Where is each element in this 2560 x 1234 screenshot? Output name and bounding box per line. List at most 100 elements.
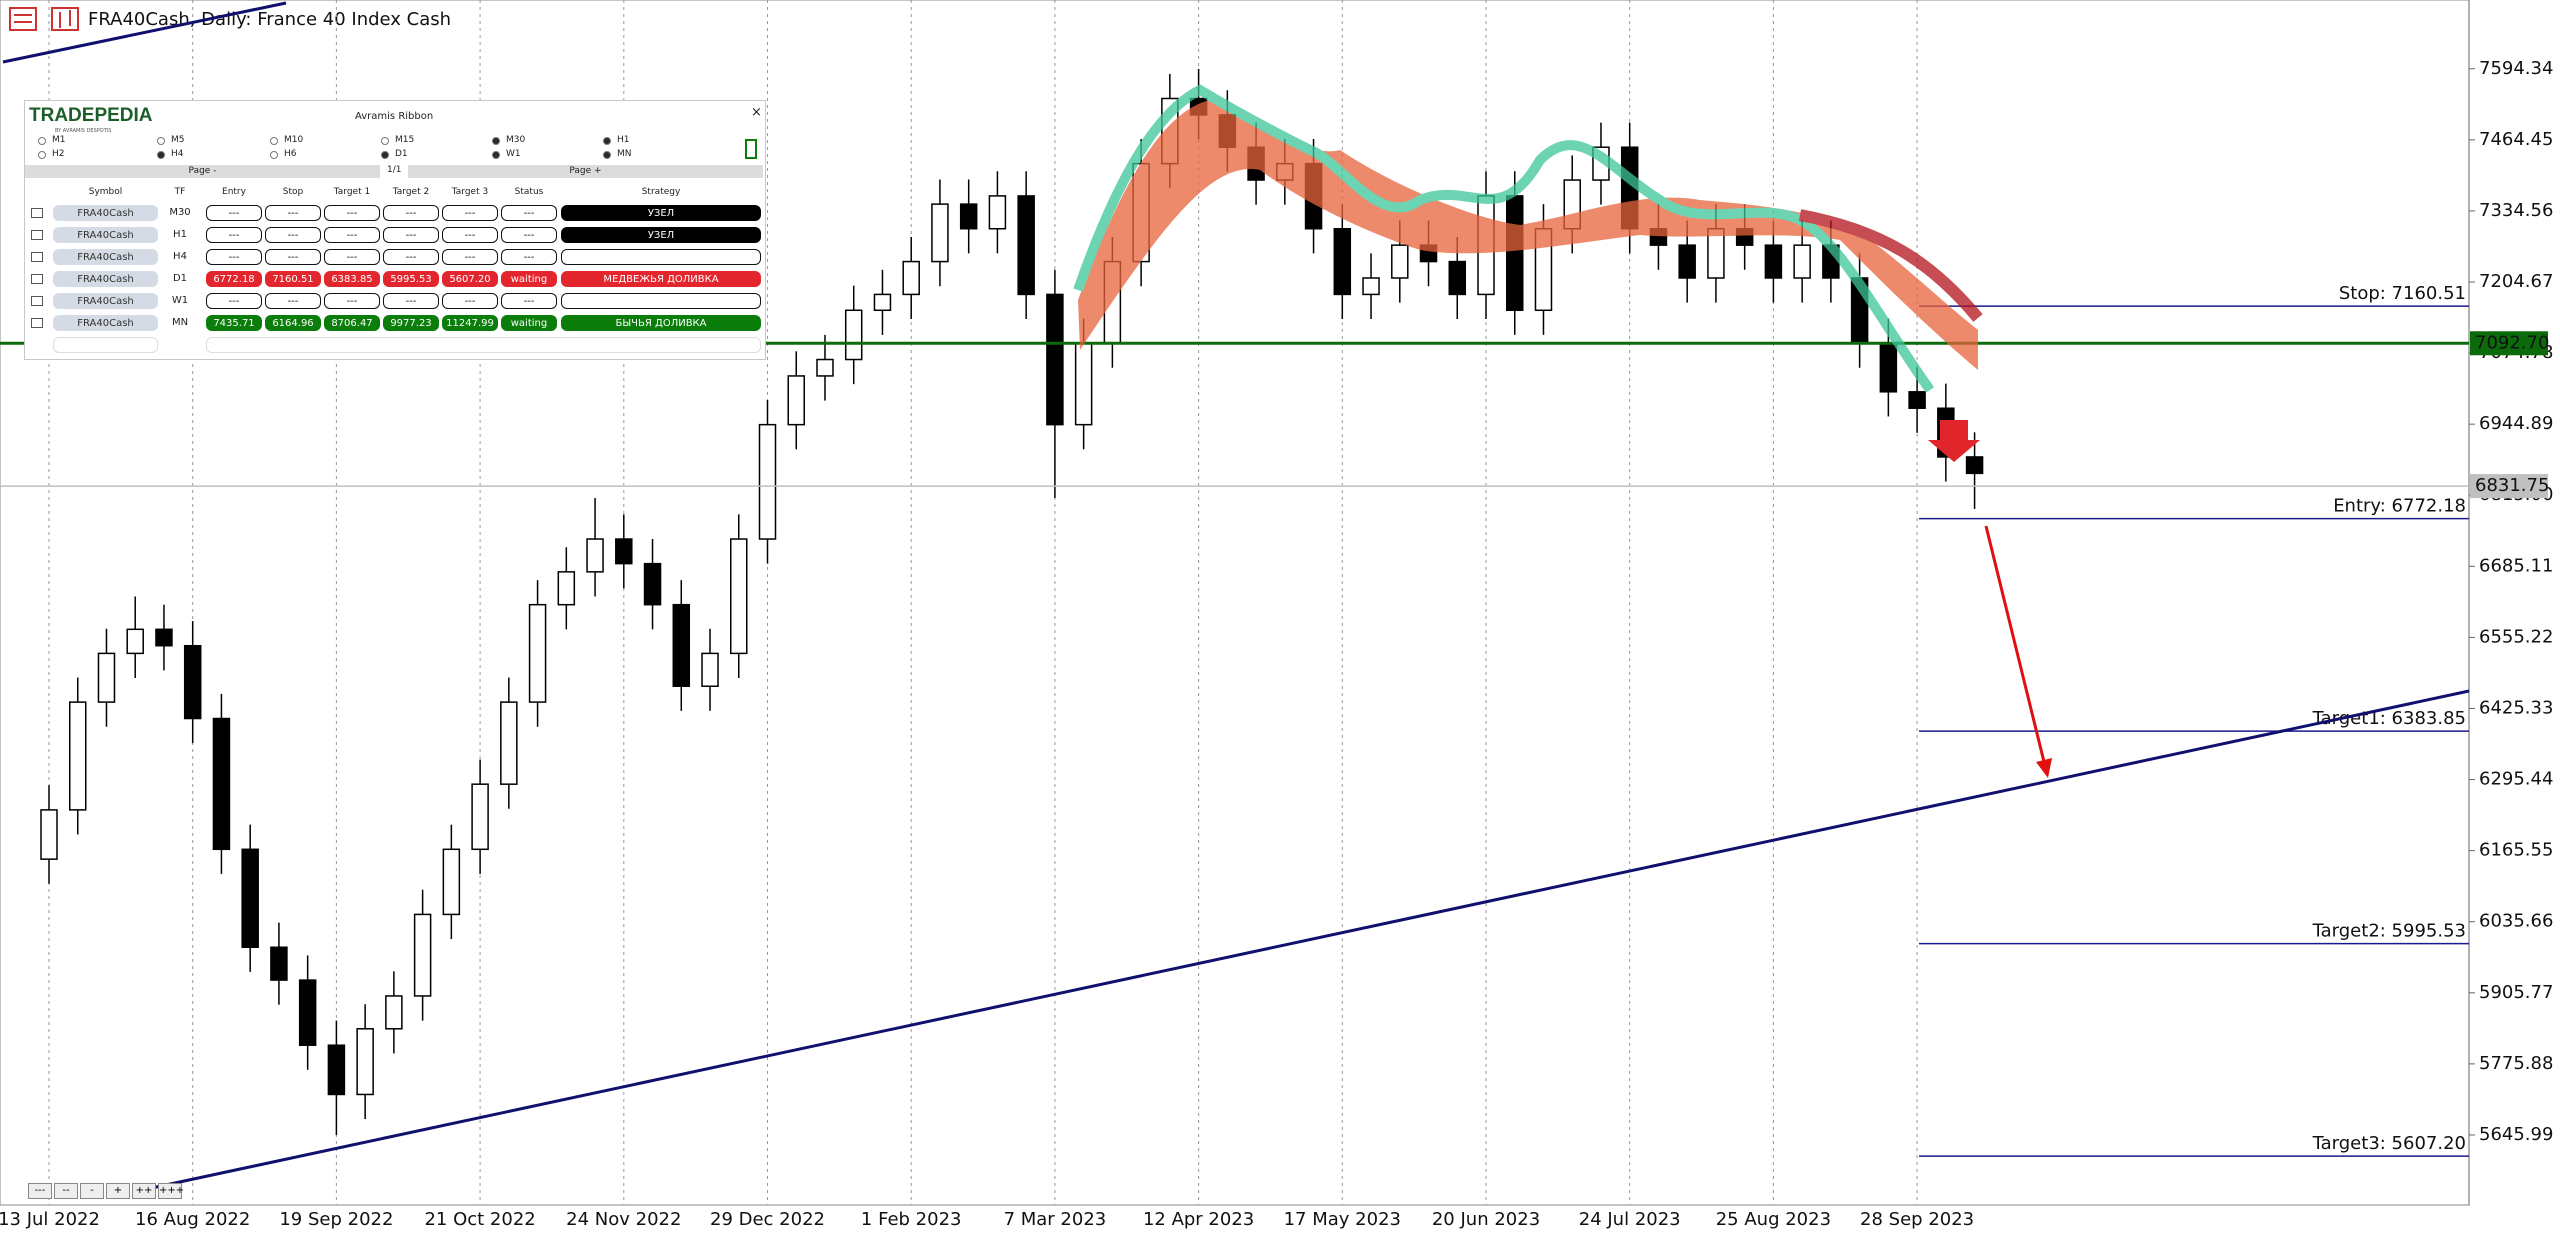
- tf-cell: H4: [173, 251, 187, 262]
- y-tick-label: 6035.66: [2479, 911, 2553, 932]
- y-tick-label: 6295.44: [2479, 769, 2553, 790]
- value-cell: ---: [265, 249, 321, 265]
- zoom-button[interactable]: ++: [132, 1183, 156, 1199]
- candle-body: [1391, 244, 1409, 279]
- value-cell: ---: [383, 293, 439, 309]
- zoom-button[interactable]: +: [106, 1183, 130, 1199]
- candle-body: [1017, 195, 1035, 296]
- horizontal-line-label: 7092.70: [2475, 332, 2549, 353]
- strategy-cell: УЗЕЛ: [561, 227, 761, 243]
- value-cell: 8706.47: [324, 315, 380, 331]
- candle-body: [327, 1044, 346, 1096]
- candle-body: [183, 644, 202, 720]
- timeframe-radio[interactable]: [381, 137, 389, 145]
- close-button[interactable]: ×: [751, 105, 762, 120]
- x-tick-label: 12 Apr 2023: [1143, 1209, 1254, 1230]
- x-tick-label: 29 Dec 2022: [710, 1209, 825, 1230]
- timeframe-radio[interactable]: [603, 137, 611, 145]
- page-prev-button[interactable]: Page -: [25, 165, 380, 178]
- table-header: Target 2: [392, 187, 430, 197]
- level-label: Target2: 5995.53: [2312, 921, 2466, 942]
- x-tick-label: 20 Jun 2023: [1432, 1209, 1540, 1230]
- y-tick-label: 6685.11: [2479, 555, 2553, 576]
- chart-icon[interactable]: [51, 7, 79, 31]
- row-icon[interactable]: [31, 274, 43, 284]
- candle-body: [873, 293, 892, 312]
- candle-body: [442, 848, 461, 916]
- y-tick-label: 5645.99: [2479, 1124, 2553, 1145]
- y-tick-label: 7204.67: [2479, 271, 2553, 292]
- candle-body: [97, 652, 116, 703]
- x-tick-label: 13 Jul 2022: [0, 1209, 100, 1230]
- candle-body: [1448, 260, 1467, 296]
- row-icon[interactable]: [31, 296, 43, 306]
- timeframe-radio[interactable]: [38, 151, 46, 159]
- candle-body: [413, 913, 432, 997]
- candle-body: [844, 309, 863, 361]
- candle-body: [816, 358, 834, 377]
- timeframe-radio[interactable]: [270, 151, 278, 159]
- timeframe-radio[interactable]: [38, 137, 46, 145]
- empty-row: [53, 337, 158, 353]
- x-tick-label: 28 Sep 2023: [1860, 1209, 1974, 1230]
- symbol-cell: FRA40Cash: [53, 293, 158, 309]
- row-icon[interactable]: [31, 230, 43, 240]
- value-cell: ---: [442, 249, 498, 265]
- timeframe-radio[interactable]: [270, 137, 278, 145]
- value-cell: 7160.51: [265, 271, 321, 287]
- ribbon-line: [1798, 209, 1983, 322]
- candle-body: [1965, 456, 1984, 475]
- candle-body: [126, 628, 144, 655]
- row-icon[interactable]: [31, 318, 43, 328]
- level-label: Entry: 6772.18: [2333, 496, 2466, 517]
- x-tick-label: 25 Aug 2023: [1716, 1209, 1831, 1230]
- strategy-cell: [561, 293, 761, 309]
- candle-body: [672, 603, 691, 687]
- symbol-cell: FRA40Cash: [53, 227, 158, 243]
- value-cell: 6772.18: [206, 271, 262, 287]
- table-header: Symbol: [88, 187, 123, 197]
- trendline: [2, 1, 287, 64]
- zoom-button[interactable]: --: [54, 1183, 78, 1199]
- candle-body: [528, 603, 547, 703]
- zoom-button[interactable]: -: [80, 1183, 104, 1199]
- candle-body: [270, 946, 288, 981]
- value-cell: ---: [324, 227, 380, 243]
- timeframe-radio[interactable]: [603, 151, 611, 159]
- timeframe-label: MN: [617, 149, 632, 159]
- trendline: [146, 689, 2470, 1191]
- candle-body: [902, 260, 920, 296]
- timeframe-label: H6: [284, 149, 297, 159]
- tf-cell: MN: [171, 317, 189, 328]
- tf-cell: D1: [172, 273, 188, 284]
- empty-row: [206, 337, 761, 353]
- row-icon[interactable]: [31, 252, 43, 262]
- horizontal-line-box: [2470, 331, 2548, 356]
- candle-body: [959, 203, 978, 230]
- candle-body: [1362, 277, 1380, 296]
- candle-body: [1046, 293, 1064, 426]
- x-tick-label: 1 Feb 2023: [861, 1209, 962, 1230]
- timeframe-radio[interactable]: [157, 137, 165, 145]
- table-header: Target 1: [333, 187, 371, 197]
- timeframe-radio[interactable]: [157, 151, 165, 159]
- strategy-cell: УЗЕЛ: [561, 205, 761, 221]
- candle-body: [500, 701, 518, 785]
- page-next-button[interactable]: Page +: [408, 165, 763, 178]
- candle-body: [1764, 244, 1783, 279]
- timeframe-radio[interactable]: [492, 137, 500, 145]
- candle-body: [758, 423, 777, 540]
- candle-body: [298, 979, 317, 1046]
- candle-body: [988, 195, 1007, 230]
- zoom-button[interactable]: +++: [158, 1183, 184, 1199]
- menu-icon[interactable]: [9, 7, 37, 31]
- zoom-button[interactable]: ---: [28, 1183, 52, 1199]
- y-tick-label: 6425.33: [2479, 697, 2553, 718]
- level-label: Target1: 6383.85: [2312, 708, 2466, 729]
- value-cell: ---: [265, 293, 321, 309]
- timeframe-radio[interactable]: [381, 151, 389, 159]
- row-icon[interactable]: [31, 208, 43, 218]
- symbol-cell: FRA40Cash: [53, 249, 158, 265]
- timeframe-radio[interactable]: [492, 151, 500, 159]
